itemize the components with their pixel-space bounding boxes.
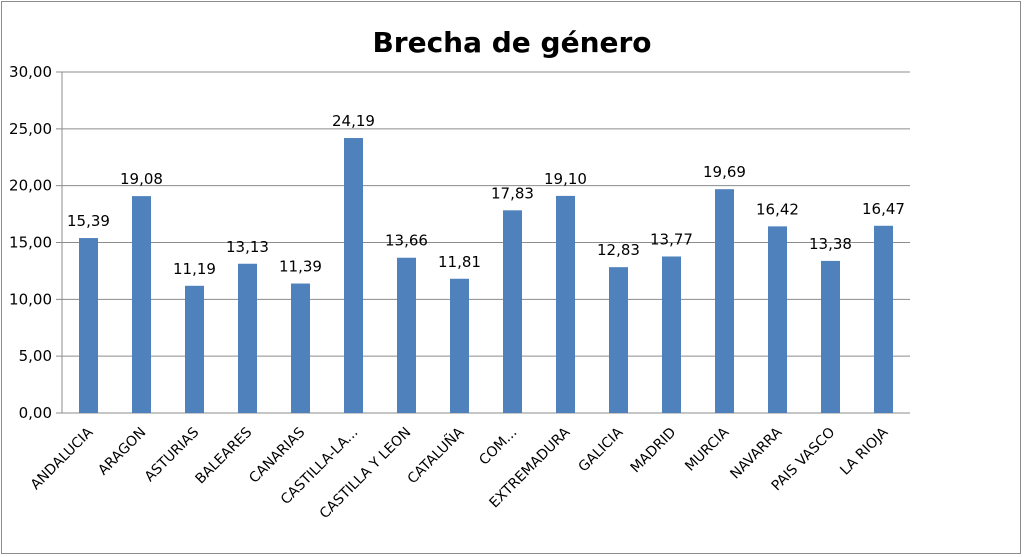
bar — [874, 225, 893, 413]
bar — [768, 226, 787, 413]
data-label: 19,08 — [120, 170, 163, 188]
bar — [821, 260, 840, 413]
y-tick-label: 15,00 — [9, 234, 52, 252]
x-tick-label: ARAGON — [95, 425, 149, 479]
x-tick-label: MURCIA — [682, 424, 732, 474]
data-label: 17,83 — [491, 184, 534, 202]
bar — [79, 238, 98, 413]
data-label: 12,83 — [597, 241, 640, 259]
bar — [132, 196, 151, 413]
data-label: 11,81 — [438, 253, 481, 271]
data-label: 13,38 — [809, 235, 852, 253]
bar — [503, 210, 522, 413]
bar — [397, 257, 416, 413]
bar — [556, 195, 575, 413]
x-tick-label: MADRID — [628, 425, 680, 477]
bar — [715, 189, 734, 413]
x-tick-label: LA RIOJA — [837, 424, 891, 478]
bar — [344, 138, 363, 413]
data-label: 11,19 — [173, 260, 216, 278]
x-tick-label: CASTILLA Y LEON — [317, 425, 415, 523]
data-labels: 15,39 19,08 11,19 13,13 11,39 24,19 13,66 11,81… — [67, 112, 905, 278]
bars — [79, 138, 893, 413]
y-tick-label: 30,00 — [9, 63, 52, 81]
data-label: 11,39 — [279, 258, 322, 276]
y-tick-label: 5,00 — [19, 347, 52, 365]
y-axis-ticks: 0,00 5,00 10,00 15,00 20,00 25,00 30,00 — [9, 63, 52, 422]
bar — [238, 263, 257, 413]
x-tick-label: COM... — [476, 425, 520, 469]
chart-title: Brecha de género — [372, 26, 651, 59]
x-axis-ticks: ANDALUCIAARAGONASTURIASBALEARESCANARIASC… — [28, 424, 892, 523]
data-label: 16,42 — [756, 200, 799, 218]
y-tick-label: 25,00 — [9, 120, 52, 138]
x-tick-label: ANDALUCIA — [28, 424, 97, 493]
y-tick-label: 20,00 — [9, 177, 52, 195]
data-label: 15,39 — [67, 212, 110, 230]
data-label: 19,10 — [544, 170, 587, 188]
bar — [450, 278, 469, 413]
x-tick-label: GALICIA — [576, 424, 627, 475]
x-tick-label: CATALUÑA — [404, 424, 468, 488]
y-tick-label: 10,00 — [9, 290, 52, 308]
data-label: 13,66 — [385, 232, 428, 250]
x-tick-label: BALEARES — [192, 424, 255, 487]
data-label: 19,69 — [703, 163, 746, 181]
data-label: 13,13 — [226, 238, 269, 256]
y-tick-label: 0,00 — [19, 404, 52, 422]
data-label: 24,19 — [332, 112, 375, 130]
bar — [291, 283, 310, 413]
bar — [185, 285, 204, 413]
bar — [662, 256, 681, 413]
bar — [609, 267, 628, 413]
data-label: 13,77 — [650, 230, 693, 248]
data-label: 16,47 — [862, 200, 905, 218]
